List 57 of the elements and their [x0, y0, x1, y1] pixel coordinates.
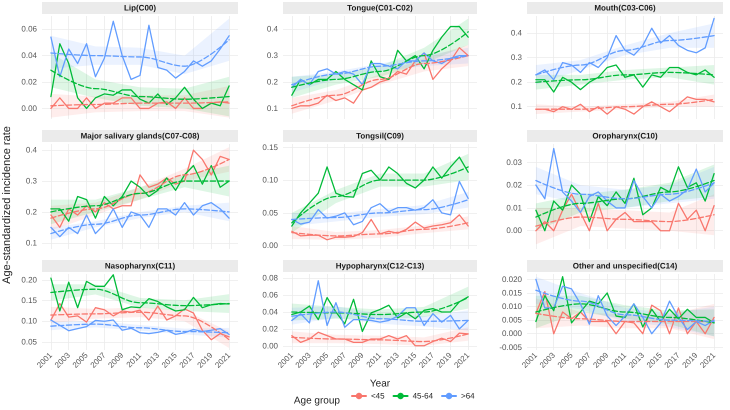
y-tick-label: 0.20 — [21, 276, 38, 285]
y-tick-label: 0.10 — [21, 316, 38, 326]
y-tick-label: 0.015 — [502, 288, 523, 298]
chart-title: Other and unspecified(C14) — [572, 262, 678, 270]
y-tick-label: 0.00 — [262, 341, 279, 350]
y-tick-label: 0.01 — [506, 203, 523, 212]
y-tick-label: 0.1 — [26, 238, 38, 248]
legend-title: Age group — [294, 396, 340, 406]
y-tick-label: 0.04 — [262, 308, 279, 316]
y-tick-label: 0.000 — [502, 329, 523, 338]
y-tick-label: 0.10 — [262, 176, 279, 185]
y-tick-label: 0.1 — [510, 102, 523, 112]
chart-title: Nasopharynx(C11) — [104, 262, 176, 270]
legend-label: >64 — [461, 392, 476, 400]
y-tick-label: 0.3 — [26, 176, 38, 186]
y-tick-label: 0.08 — [262, 274, 279, 283]
chart-title: Lip(C00) — [124, 4, 156, 12]
y-tick-label: 0.00 — [21, 104, 38, 113]
y-tick-label: 0.020 — [502, 274, 523, 284]
y-tick-label: 0.2 — [266, 78, 279, 87]
y-tick-label: 0.06 — [21, 24, 38, 34]
chart-title: Hypopharynx(C12-C13) — [336, 262, 425, 270]
y-tick-label: -0.005 — [499, 342, 523, 352]
y-tick-label: 0.15 — [262, 142, 279, 152]
line-series — [50, 302, 230, 340]
y-tick-label: 0.06 — [262, 290, 279, 300]
y-tick-label: 0.15 — [21, 296, 38, 306]
y-tick-label: 0.010 — [502, 302, 523, 312]
y-tick-label: 0.02 — [262, 324, 279, 334]
chart-title: Mouth(C03-C06) — [594, 4, 656, 12]
y-tick-label: 0.05 — [262, 208, 279, 218]
chart-title: Oropharynx(C10) — [592, 132, 658, 140]
y-tick-label: 0.02 — [506, 180, 523, 190]
y-tick-label: 0.3 — [266, 51, 279, 60]
y-tick-label: 0.05 — [21, 337, 38, 346]
y-tick-label: 0.1 — [266, 104, 279, 113]
line-series — [50, 43, 230, 110]
y-tick-label: 0.3 — [510, 53, 523, 62]
y-tick-label: 0.2 — [26, 207, 38, 216]
legend-label: <45 — [371, 392, 386, 400]
chart-title: Tongue(C01-C02) — [347, 4, 414, 12]
line-series — [535, 194, 715, 232]
y-tick-label: 0.4 — [510, 28, 523, 38]
y-tick-label: 0.00 — [506, 226, 523, 236]
y-axis-title: Age-standardized incidence rate — [1, 126, 13, 284]
y-tick-label: 0.005 — [502, 316, 523, 325]
chart-title: Major salivary glands(C07-C08) — [80, 132, 200, 140]
y-tick-label: 0.4 — [26, 146, 38, 155]
chart-title: Tongsil(C09) — [356, 132, 404, 140]
y-tick-label: 0.02 — [21, 78, 38, 87]
y-tick-label: 0.4 — [266, 24, 279, 34]
legend-label: 45-64 — [412, 392, 434, 400]
y-tick-label: 0.2 — [510, 78, 523, 87]
y-tick-label: 0.03 — [506, 158, 523, 167]
y-tick-label: 0.00 — [262, 241, 279, 250]
x-axis-title: Year — [370, 378, 391, 390]
y-tick-label: 0.04 — [21, 51, 38, 60]
